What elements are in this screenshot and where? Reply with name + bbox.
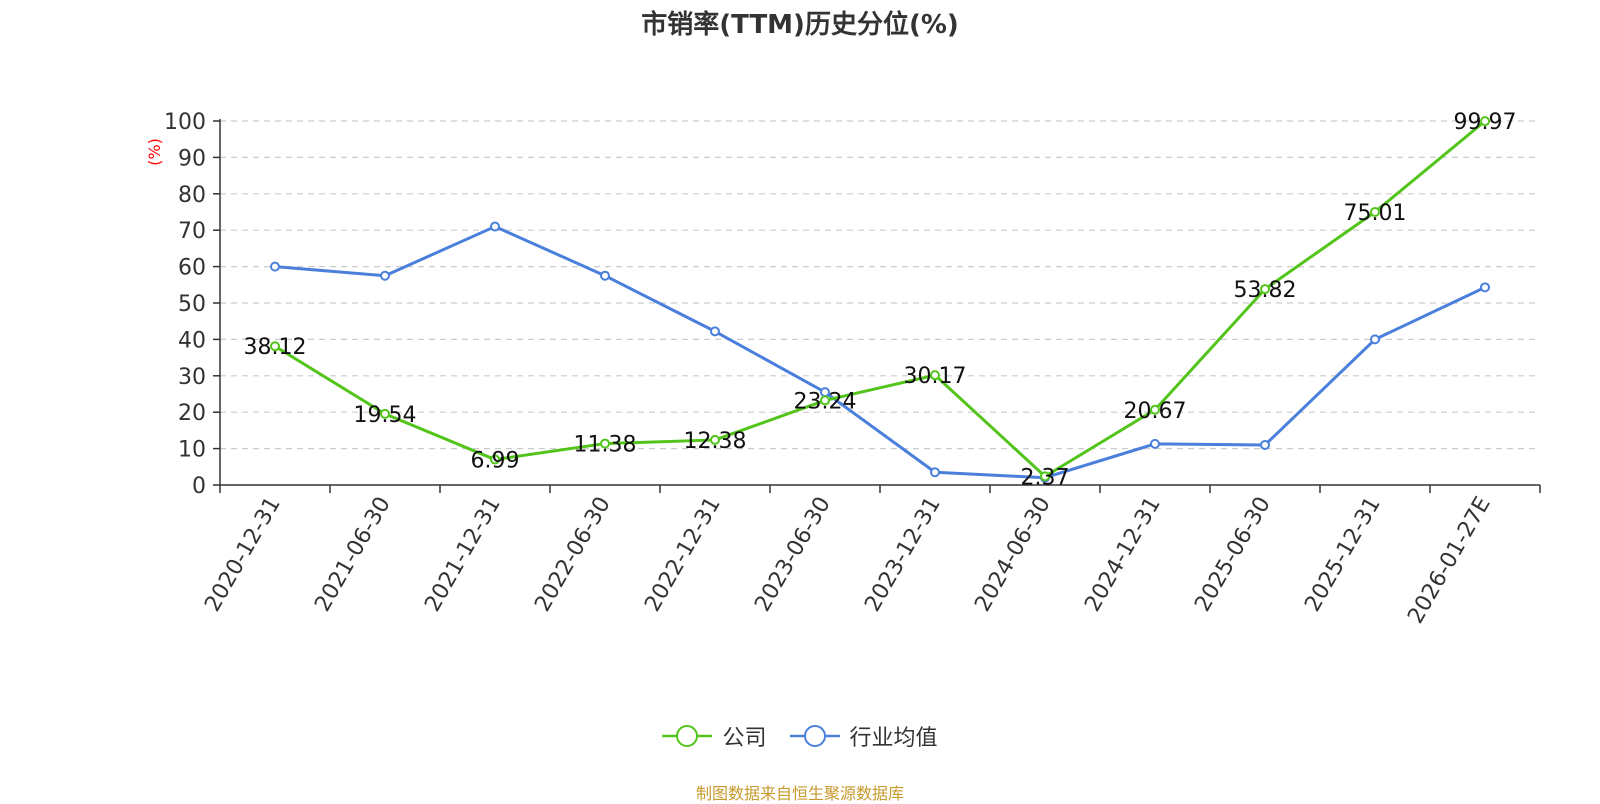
data-label: 11.38 — [574, 433, 637, 458]
x-tick-label: 2021-12-31 — [420, 493, 506, 616]
data-label: 99.97 — [1454, 110, 1517, 135]
data-label: 2.37 — [1021, 465, 1070, 490]
y-tick-label: 60 — [178, 256, 206, 281]
x-tick-label: 2024-06-30 — [970, 493, 1056, 616]
data-point-0[interactable] — [930, 370, 940, 381]
data-point-0[interactable] — [380, 408, 390, 419]
data-point-1[interactable] — [1150, 438, 1160, 449]
data-point-0[interactable] — [270, 341, 280, 352]
y-axis-ticks: 0 10 20 30 40 50 60 70 80 90 100 — [164, 110, 220, 499]
data-point-1[interactable] — [1480, 282, 1490, 293]
x-tick-label: 2022-12-31 — [640, 493, 726, 616]
data-point-1[interactable] — [1260, 439, 1270, 450]
legend-swatch-company — [662, 725, 713, 747]
y-tick-label: 70 — [178, 219, 206, 244]
data-point-1[interactable] — [270, 261, 280, 272]
data-label: 6.99 — [471, 449, 520, 474]
legend: 公司 行业均值 — [0, 720, 1600, 755]
data-source-note: 制图数据来自恒生聚源数据库 — [695, 784, 904, 803]
legend-item-industry-average[interactable]: 行业均值 — [789, 720, 938, 752]
x-tick-label: 2021-06-30 — [310, 493, 396, 616]
data-point-0[interactable] — [1150, 404, 1160, 415]
series-line-0 — [274, 119, 1486, 478]
x-tick-label: 2026-01-27E — [1403, 493, 1496, 628]
y-tick-label: 100 — [164, 110, 206, 135]
data-label: 38.12 — [244, 335, 307, 360]
series-group — [270, 116, 1490, 483]
legend-swatch-industry-average — [789, 725, 840, 747]
data-point-1[interactable] — [1370, 334, 1380, 345]
y-tick-label: 90 — [178, 146, 206, 171]
y-tick-label: 50 — [178, 292, 206, 317]
chart-title: 市销率(TTM)历史分位(%) — [641, 10, 959, 40]
y-tick-label: 10 — [178, 438, 206, 463]
y-tick-label: 30 — [178, 365, 206, 390]
data-label: 19.54 — [354, 403, 417, 428]
data-label: 20.67 — [1124, 399, 1187, 424]
x-tick-label: 2020-12-31 — [200, 493, 286, 616]
legend-label-company: 公司 — [722, 726, 767, 751]
data-point-0[interactable] — [1370, 206, 1380, 217]
data-label: 75.01 — [1344, 201, 1407, 226]
data-label: 30.17 — [904, 364, 967, 389]
series-line-1 — [274, 225, 1486, 480]
x-tick-label: 2023-06-30 — [750, 493, 836, 616]
y-tick-label: 0 — [192, 474, 206, 499]
data-point-1[interactable] — [490, 221, 500, 232]
y-axis-label: (%) — [145, 138, 164, 166]
grid-lines — [220, 120, 1540, 450]
data-point-0[interactable] — [1260, 284, 1270, 295]
data-label: 12.38 — [684, 429, 747, 454]
data-point-0[interactable] — [820, 395, 830, 406]
y-tick-label: 80 — [178, 183, 206, 208]
legend-item-company[interactable]: 公司 — [662, 720, 767, 752]
x-tick-label: 2023-12-31 — [860, 493, 946, 616]
x-tick-label: 2022-06-30 — [530, 493, 616, 616]
data-point-1[interactable] — [710, 326, 720, 337]
x-tick-label: 2025-06-30 — [1190, 493, 1276, 616]
data-point-1[interactable] — [380, 270, 390, 281]
y-tick-label: 40 — [178, 328, 206, 353]
data-point-0[interactable] — [1480, 116, 1490, 127]
data-label: 23.24 — [794, 389, 857, 414]
data-point-1[interactable] — [930, 467, 940, 478]
data-labels: 38.12 19.54 6.99 11.38 12.38 23.24 30.17 2.37 20… — [244, 110, 1517, 490]
y-tick-label: 20 — [178, 401, 206, 426]
data-label: 53.82 — [1234, 278, 1297, 303]
axes — [219, 119, 1540, 486]
data-point-0[interactable] — [710, 434, 720, 445]
data-point-0[interactable] — [490, 454, 500, 465]
x-tick-label: 2024-12-31 — [1080, 493, 1166, 616]
x-tick-label: 2025-12-31 — [1300, 493, 1386, 616]
data-point-0[interactable] — [1040, 471, 1050, 482]
legend-label-industry-average: 行业均值 — [849, 726, 938, 751]
data-point-1[interactable] — [600, 270, 610, 281]
data-point-0[interactable] — [600, 438, 610, 449]
x-axis-ticks: 2020-12-31 2021-06-30 2021-12-31 2022-06-30… — [200, 485, 1541, 628]
